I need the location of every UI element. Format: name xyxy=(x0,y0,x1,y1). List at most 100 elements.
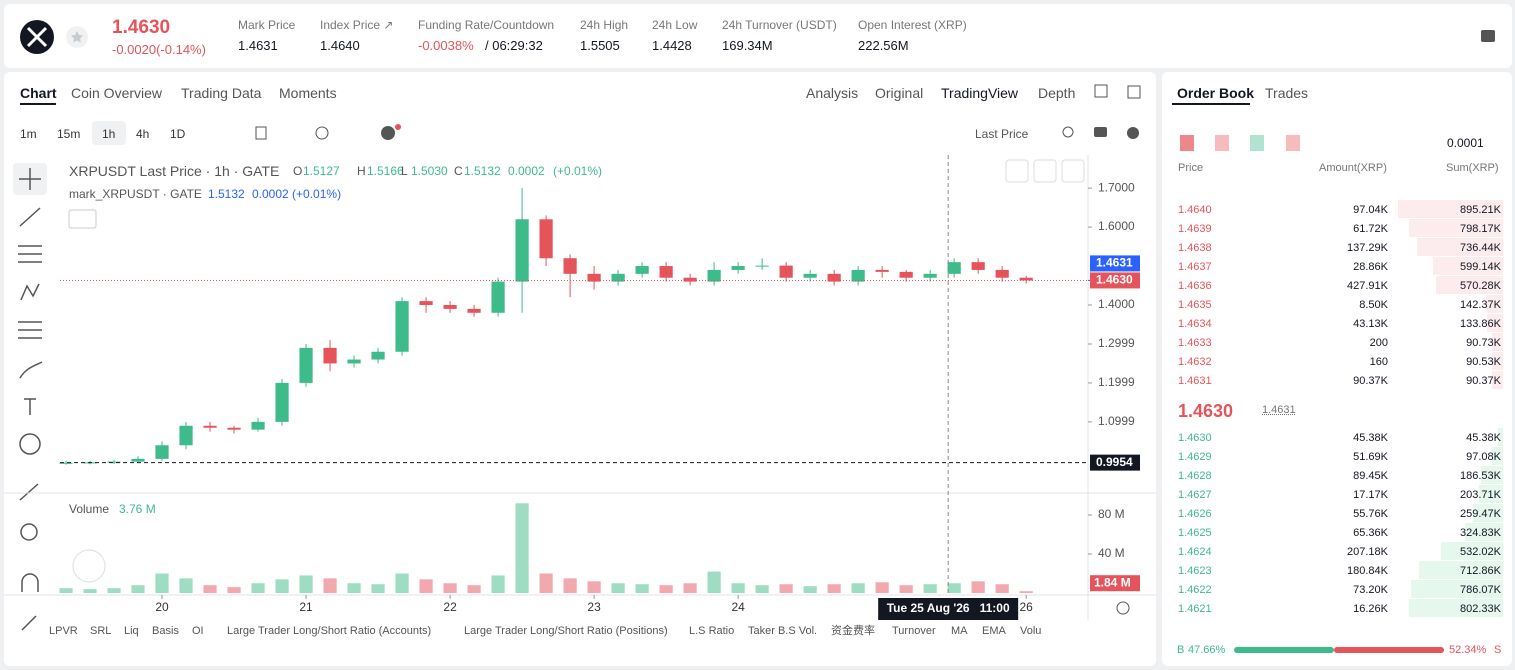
interval-active xyxy=(92,121,126,145)
candle-body xyxy=(515,219,529,282)
indicator-tab[interactable]: Large Trader Long/Short Ratio (Accounts) xyxy=(227,625,432,637)
view-tab[interactable]: Analysis xyxy=(806,85,859,101)
x-tick-label: 21 xyxy=(299,600,313,614)
ob-mid-mark: 1.4631 xyxy=(1262,404,1296,416)
ob-price: 1.4636 xyxy=(1178,280,1212,292)
ob-price: 1.4626 xyxy=(1178,508,1212,520)
ob-amount: 160 xyxy=(1369,356,1388,368)
candle-body xyxy=(203,425,217,428)
candle-body xyxy=(611,273,625,282)
ob-col: Amount(XRP) xyxy=(1319,162,1387,174)
candle-body xyxy=(227,427,241,430)
ob-amount: 17.17K xyxy=(1353,489,1388,501)
volume-bar xyxy=(731,583,745,593)
indicator-tab[interactable]: L.S Ratio xyxy=(689,625,735,637)
candle-body xyxy=(299,347,313,383)
candle-body xyxy=(371,351,385,360)
chart-tab[interactable]: Chart xyxy=(20,85,57,101)
chart-tab[interactable]: Coin Overview xyxy=(71,85,163,101)
indicator-tab[interactable]: LPVR xyxy=(49,625,78,637)
candle-body xyxy=(995,269,1009,278)
indicator-tab[interactable]: 资金费率 xyxy=(831,625,875,637)
ob-price: 1.4632 xyxy=(1178,356,1212,368)
ob-sum: 186.53K xyxy=(1460,470,1501,482)
price-type-select[interactable]: Last Price xyxy=(975,127,1029,141)
volume-bar xyxy=(803,586,817,593)
indicator-tab[interactable]: EMA xyxy=(982,625,1006,637)
view-tab[interactable]: Original xyxy=(875,85,924,101)
interval[interactable]: 4h xyxy=(136,127,150,141)
stat-value: -0.0038% xyxy=(418,38,474,53)
ob-tab[interactable]: Order Book xyxy=(1177,85,1255,101)
volume-bar xyxy=(683,583,697,593)
indicator-tab[interactable]: Turnover xyxy=(892,625,936,637)
ob-amount: 51.69K xyxy=(1353,451,1388,463)
chart-tab[interactable]: Moments xyxy=(279,85,337,101)
stat-label: 24h High xyxy=(580,18,629,32)
volume-bar xyxy=(155,573,169,593)
volume-bar xyxy=(563,578,577,593)
volume-bar xyxy=(323,578,337,593)
view-tab[interactable]: TradingView xyxy=(941,85,1019,101)
indicator-tab[interactable]: Basis xyxy=(152,625,179,637)
ob-sum: 324.83K xyxy=(1460,527,1501,539)
candle-body xyxy=(803,273,817,278)
indicator-tab[interactable]: Liq xyxy=(124,625,139,637)
ob-amount: 16.26K xyxy=(1353,603,1388,615)
depth-bar xyxy=(1492,352,1503,370)
stat-value: 169.34M xyxy=(722,38,773,53)
ob-price: 1.4621 xyxy=(1178,603,1212,615)
interval[interactable]: 15m xyxy=(57,127,81,141)
candle-body xyxy=(443,304,457,309)
depth-bar xyxy=(1479,485,1503,503)
depth-bar xyxy=(1416,238,1503,256)
candle-body xyxy=(779,265,793,278)
depth-bar xyxy=(1486,295,1503,313)
ob-tab[interactable]: Trades xyxy=(1265,85,1309,101)
interval[interactable]: 1m xyxy=(20,127,37,141)
candle-body xyxy=(59,462,73,464)
ob-sell-label: S xyxy=(1494,644,1502,656)
indicator-tab[interactable]: Large Trader Long/Short Ratio (Positions… xyxy=(464,625,668,637)
candle-body xyxy=(587,273,601,282)
indicator-tab[interactable]: OI xyxy=(192,625,204,637)
ob-sum: 259.47K xyxy=(1460,508,1501,520)
indicator-tab[interactable]: MA xyxy=(951,625,968,637)
star-icon xyxy=(71,31,83,43)
last-price: 1.4630 xyxy=(112,17,171,38)
ob-sum: 786.07K xyxy=(1460,584,1501,596)
menu-icon[interactable] xyxy=(1481,30,1495,42)
volume-bar xyxy=(107,588,121,593)
ob-price: 1.4638 xyxy=(1178,242,1212,254)
legend-change-pct: (+0.01%) xyxy=(553,164,603,178)
candle-body xyxy=(539,219,553,259)
indicator-tab[interactable]: Taker B.S Vol. xyxy=(748,625,818,637)
chart-tab[interactable]: Trading Data xyxy=(181,85,262,101)
candle-body xyxy=(251,421,265,430)
ob-amount: 28.86K xyxy=(1353,261,1388,273)
ob-sum: 570.28K xyxy=(1460,280,1501,292)
candle-body xyxy=(347,359,361,364)
volume-bar xyxy=(611,583,625,593)
x-tick-label: 20 xyxy=(155,600,169,614)
interval[interactable]: 1h xyxy=(102,127,116,141)
y-tick-label: 1.6000 xyxy=(1098,219,1135,233)
price-change: -0.0020(-0.14%) xyxy=(112,42,206,57)
volume-bar xyxy=(203,585,217,593)
volume-bar xyxy=(707,571,721,593)
interval[interactable]: 1D xyxy=(170,127,186,141)
x-tick-label: 22 xyxy=(443,600,457,614)
chart-symbol: XRPUSDT Last Price · 1h · GATE xyxy=(69,163,280,179)
depth-bar xyxy=(1491,447,1503,465)
price-marker-label: 1.4630 xyxy=(1096,273,1133,287)
volume-tick-label: 40 M xyxy=(1098,546,1125,560)
coin-logo-x xyxy=(26,26,48,48)
price-marker-bg xyxy=(1090,255,1140,272)
ob-amount: 97.04K xyxy=(1353,204,1388,216)
indicator-tab[interactable]: SRL xyxy=(90,625,112,637)
indicator-tab[interactable]: Volu xyxy=(1020,625,1042,637)
ob-precision[interactable]: 0.0001 xyxy=(1447,136,1484,150)
candle-body xyxy=(683,277,697,282)
view-tab[interactable]: Depth xyxy=(1038,85,1076,101)
